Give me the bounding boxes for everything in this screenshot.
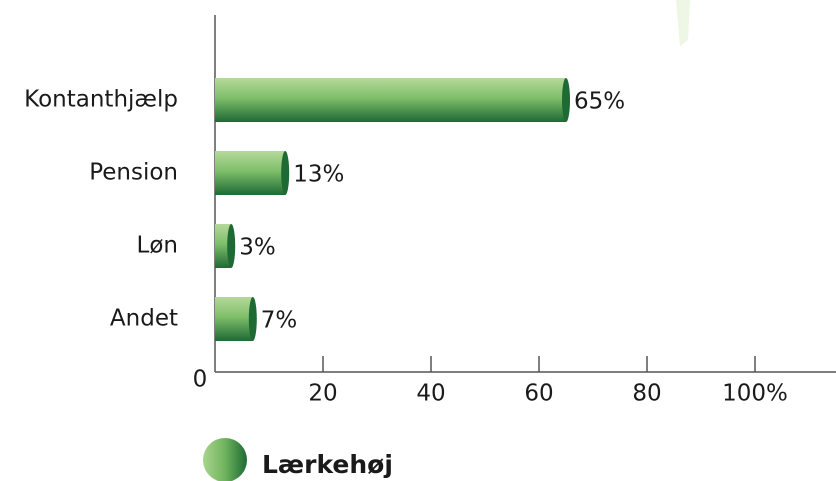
value-label: 13% [293,162,344,188]
x-tick-label: 0 [193,367,208,393]
value-label: 7% [261,308,298,334]
bar-cap [562,78,570,122]
x-tick-label: 60 [524,381,553,407]
x-tick-label: 100% [722,381,788,407]
legend-label: Lærkehøj [262,450,393,479]
bar-cap [248,297,257,341]
category-label: Løn [137,233,178,259]
category-label: Andet [110,306,178,332]
x-tick-label: 40 [416,381,445,407]
bar [215,297,253,341]
x-tick-label: 80 [632,381,661,407]
legend-swatch [203,438,247,481]
bar [215,224,232,268]
bar-cap [281,151,290,195]
value-label: 65% [574,89,625,115]
bar [215,151,286,195]
x-tick-label: 20 [308,381,337,407]
decoration [676,0,690,46]
category-label: Kontanthjælp [24,87,178,113]
value-label: 3% [239,235,276,261]
bar [215,78,566,122]
category-label: Pension [89,160,178,186]
bar-cap [227,224,236,268]
